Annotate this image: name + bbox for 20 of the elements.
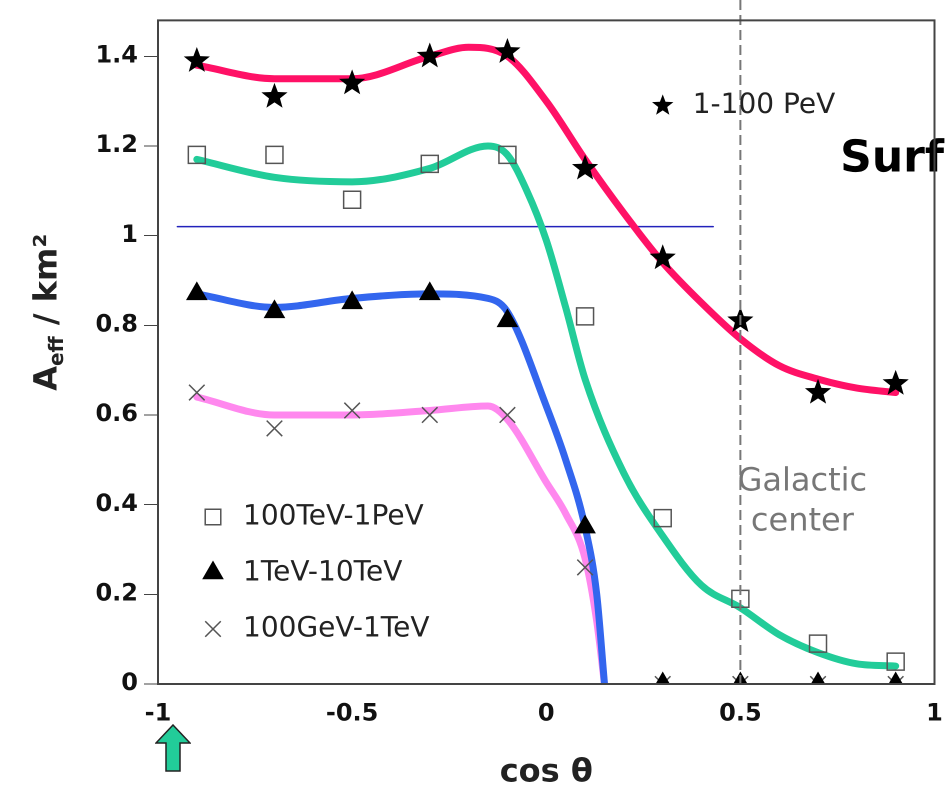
x-tick-label: -0.5 xyxy=(326,698,378,727)
y-tick-label: 0.4 xyxy=(95,488,138,517)
legend-label: 1TeV-10TeV xyxy=(243,554,402,588)
legend-label: 100TeV-1PeV xyxy=(243,498,424,532)
y-tick-label: 0.6 xyxy=(95,399,138,428)
x-axis-title: cos θ xyxy=(500,751,593,790)
x-tick-label: 1 xyxy=(926,698,943,727)
y-tick-label: 1 xyxy=(121,220,138,248)
y-tick-label: 0 xyxy=(121,668,138,696)
x-tick-label: 0 xyxy=(538,698,555,727)
x-tick-label: 0.5 xyxy=(719,698,762,727)
y-tick-label: 1.2 xyxy=(95,130,138,158)
x-tick-label: -1 xyxy=(144,698,172,727)
y-tick-label: 1.4 xyxy=(95,40,138,69)
legend-label: 100GeV-1TeV xyxy=(243,610,430,644)
y-axis-title: Aeff / km² xyxy=(26,234,68,391)
y-tick-label: 0.8 xyxy=(95,310,138,338)
y-tick-label: 0.2 xyxy=(95,578,138,607)
legend-label: 1-100 PeV xyxy=(692,86,836,120)
ref-line-label: Galactic center xyxy=(738,460,868,539)
